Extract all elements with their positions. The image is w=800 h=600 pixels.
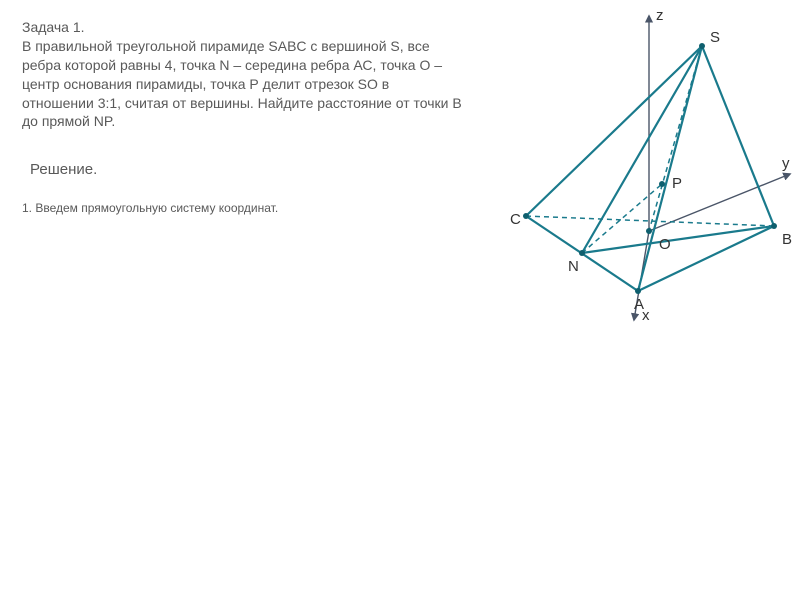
problem-title: Задача 1. bbox=[22, 19, 85, 35]
svg-text:A: A bbox=[634, 296, 644, 313]
pyramid-diagram: zyxOABCSNP bbox=[464, 6, 794, 326]
problem-body: В правильной треугольной пирамиде SABC с… bbox=[22, 38, 462, 130]
svg-text:N: N bbox=[568, 258, 579, 275]
svg-text:P: P bbox=[672, 175, 682, 192]
solution-step-1: 1. Введем прямоугольную систему координа… bbox=[22, 200, 278, 216]
svg-text:O: O bbox=[659, 236, 671, 253]
solution-label: Решение. bbox=[30, 160, 97, 180]
svg-text:z: z bbox=[656, 7, 664, 24]
svg-text:S: S bbox=[710, 29, 720, 46]
svg-text:B: B bbox=[782, 231, 792, 248]
svg-text:C: C bbox=[510, 211, 521, 228]
svg-text:y: y bbox=[782, 155, 790, 172]
problem-block: Задача 1. В правильной треугольной пирам… bbox=[22, 18, 462, 131]
